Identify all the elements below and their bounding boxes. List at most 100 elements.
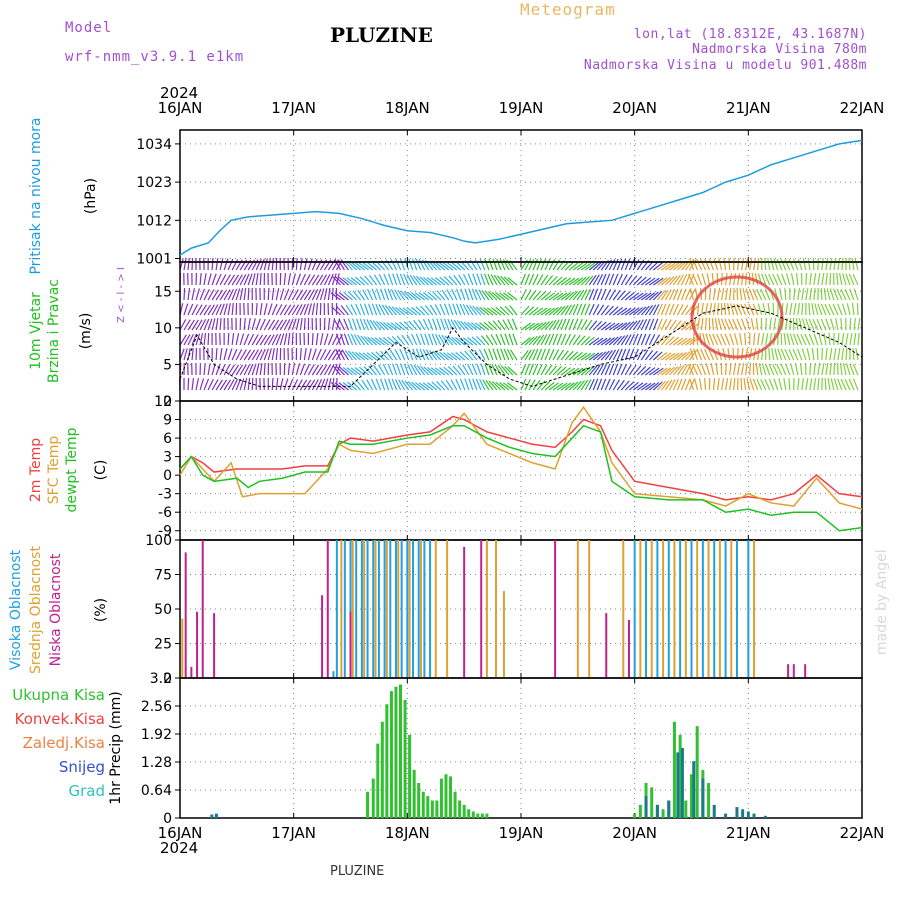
wind-barb [183, 348, 188, 361]
wind-barb [723, 258, 727, 271]
wind-barb [315, 259, 323, 271]
wind-barb [299, 303, 306, 316]
bar [684, 540, 687, 678]
wind-barb [580, 319, 588, 331]
wind-barb [801, 302, 804, 316]
wind-barb [223, 303, 228, 316]
wind-barb [183, 287, 186, 301]
wind-barb [814, 303, 819, 316]
wind-barb [504, 333, 510, 346]
wind-barb [681, 351, 691, 361]
wind-barb [652, 290, 663, 301]
wind-barb [323, 364, 332, 376]
wind-barb [460, 288, 466, 301]
date-label-top: 21JAN [726, 99, 771, 117]
wind-barb [604, 363, 611, 376]
wind-barb [426, 277, 438, 286]
wind-barb [351, 351, 361, 361]
bar [672, 721, 676, 818]
wind-barb [540, 348, 546, 361]
wind-barb [846, 303, 851, 316]
wind-barb [353, 334, 362, 346]
wind-barb [669, 366, 679, 376]
wind-barb [648, 261, 659, 271]
wind-barb [483, 307, 494, 316]
bar [494, 540, 497, 678]
wind-barb [243, 349, 252, 361]
wind-barb [251, 377, 254, 391]
wind-barb [398, 379, 406, 391]
wind-barb [335, 276, 345, 286]
wind-barb [319, 288, 325, 301]
wind-barb [448, 303, 454, 316]
bar [403, 699, 407, 818]
lonlat-info: lon,lat (18.8312E, 43.1687N) [633, 27, 867, 42]
wind-barb [681, 321, 691, 331]
wind-barb [391, 306, 402, 316]
wind-barb [720, 288, 725, 301]
wind-barb [552, 333, 559, 346]
wind-barb [235, 378, 242, 391]
wind-barb [750, 318, 755, 331]
wind-barb [677, 261, 687, 271]
bar [372, 540, 375, 678]
wind-barb [596, 337, 608, 346]
wind-barb [544, 381, 555, 391]
wind-barb [652, 304, 660, 316]
wind-barb [532, 273, 539, 286]
wind-barb [251, 334, 259, 346]
wind-barb [664, 379, 673, 391]
wind-barb [608, 306, 619, 316]
wind-barb [528, 363, 534, 376]
wind-barb [536, 334, 545, 346]
wind-barb [267, 348, 272, 361]
wind-barb [729, 333, 735, 346]
wind-barb [480, 335, 490, 346]
wind-barb [620, 321, 631, 331]
wind-barb [386, 322, 397, 331]
wind-barb [271, 377, 274, 391]
wind-barb [745, 363, 748, 376]
wind-barb [291, 318, 297, 331]
y-tick-label: 25 [154, 637, 172, 653]
wind-barb [532, 335, 542, 346]
wind-barb [825, 363, 829, 376]
wind-barb [544, 275, 554, 286]
wind-barb [808, 302, 811, 316]
wind-barb [338, 292, 349, 301]
wind-barb [439, 351, 450, 361]
wind-barb [636, 306, 647, 316]
wind-barb [195, 378, 200, 391]
wind-barb [588, 261, 599, 271]
wind-barb [446, 262, 458, 271]
wind-barb [307, 303, 313, 316]
y-tick-label: 0 [163, 394, 172, 410]
wind-barb [303, 363, 310, 376]
wind-barb [632, 319, 641, 331]
wind-barb [287, 333, 291, 346]
footer-station: PLUZINE [330, 864, 384, 879]
bar [804, 664, 807, 678]
bar [417, 540, 420, 678]
bar [752, 813, 756, 818]
wind-barb [332, 365, 341, 376]
wind-barb [471, 363, 478, 376]
wind-barb [600, 378, 607, 391]
wind-barb [480, 273, 486, 286]
wind-barb [341, 349, 350, 361]
wind-barb [283, 288, 290, 301]
wind-barb [612, 322, 624, 331]
wind-barb [704, 377, 707, 391]
wind-barb [668, 288, 676, 301]
wind-barb [632, 365, 642, 376]
wind-barb [806, 348, 811, 361]
wind-barb [487, 291, 498, 301]
wind-barb [696, 318, 701, 331]
pressure-axis-label: Pritisak na nivou mora [28, 117, 44, 274]
wind-barb [672, 274, 681, 286]
wind-barb [255, 349, 263, 361]
bar [394, 686, 398, 818]
wind-barb [665, 276, 675, 286]
date-label-bottom: 21JAN [726, 824, 771, 842]
wind-barb [499, 306, 510, 316]
